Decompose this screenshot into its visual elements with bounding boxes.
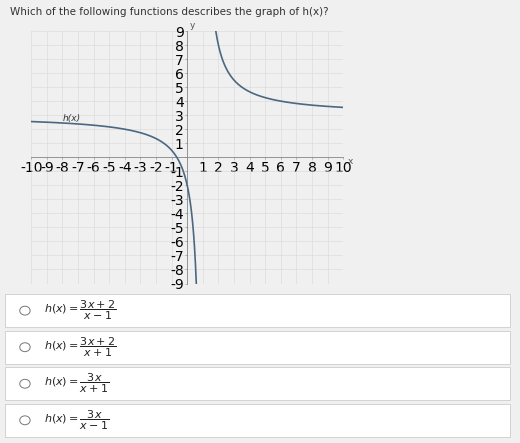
- Text: Which of the following functions describes the graph of h(x)?: Which of the following functions describ…: [10, 7, 329, 17]
- Text: $h(x)=\dfrac{3x}{x+1}$: $h(x)=\dfrac{3x}{x+1}$: [44, 372, 110, 396]
- Text: h(x): h(x): [62, 114, 81, 124]
- Text: $h(x)=\dfrac{3x+2}{x+1}$: $h(x)=\dfrac{3x+2}{x+1}$: [44, 335, 116, 359]
- Text: $h(x)=\dfrac{3x}{x-1}$: $h(x)=\dfrac{3x}{x-1}$: [44, 408, 110, 432]
- Text: y: y: [189, 21, 195, 30]
- Text: $h(x)=\dfrac{3x+2}{x-1}$: $h(x)=\dfrac{3x+2}{x-1}$: [44, 299, 116, 323]
- Text: x: x: [348, 157, 353, 166]
